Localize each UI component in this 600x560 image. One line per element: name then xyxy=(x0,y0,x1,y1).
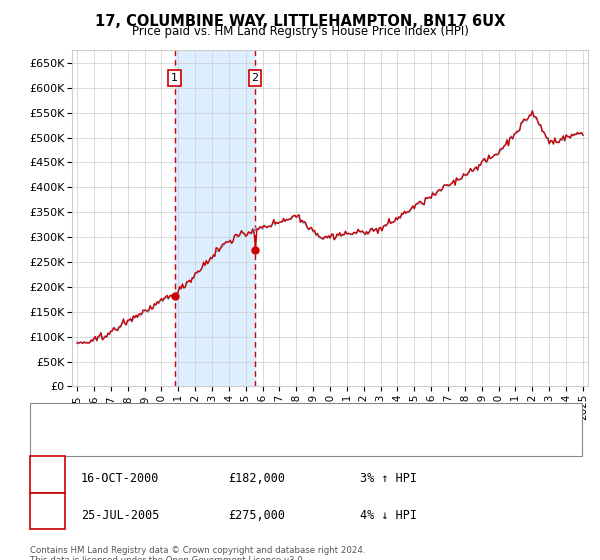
Text: 17, COLUMBINE WAY, LITTLEHAMPTON, BN17 6UX (detached house): 17, COLUMBINE WAY, LITTLEHAMPTON, BN17 6… xyxy=(78,412,457,422)
Text: Price paid vs. HM Land Registry's House Price Index (HPI): Price paid vs. HM Land Registry's House … xyxy=(131,25,469,38)
Text: 3% ↑ HPI: 3% ↑ HPI xyxy=(360,472,417,486)
Text: 1: 1 xyxy=(171,73,178,83)
Text: 25-JUL-2005: 25-JUL-2005 xyxy=(81,508,160,522)
Text: 4% ↓ HPI: 4% ↓ HPI xyxy=(360,508,417,522)
Text: ─────: ───── xyxy=(42,410,79,424)
Text: 17, COLUMBINE WAY, LITTLEHAMPTON, BN17 6UX: 17, COLUMBINE WAY, LITTLEHAMPTON, BN17 6… xyxy=(95,14,505,29)
Text: 16-OCT-2000: 16-OCT-2000 xyxy=(81,472,160,486)
Bar xyxy=(175,50,255,386)
Text: 2: 2 xyxy=(251,73,259,83)
Text: £182,000: £182,000 xyxy=(228,472,285,486)
Text: 2: 2 xyxy=(44,508,51,522)
Text: HPI: Average price, detached house, Arun: HPI: Average price, detached house, Arun xyxy=(78,440,311,450)
Text: ─────: ───── xyxy=(42,438,79,452)
Text: £275,000: £275,000 xyxy=(228,508,285,522)
Text: 1: 1 xyxy=(44,472,51,486)
Text: Contains HM Land Registry data © Crown copyright and database right 2024.
This d: Contains HM Land Registry data © Crown c… xyxy=(30,546,365,560)
